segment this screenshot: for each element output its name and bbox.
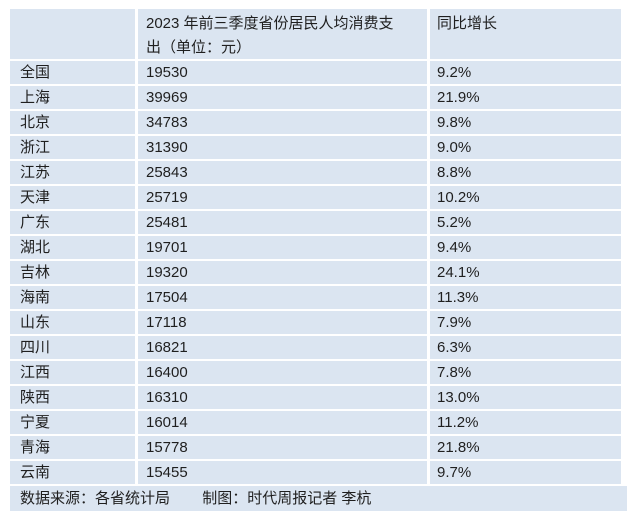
province-cell: 山东 — [10, 311, 138, 336]
growth-cell: 9.8% — [430, 111, 621, 136]
table-row: 海南 17504 11.3% — [10, 286, 627, 311]
credit-note: 制图：时代周报记者 李杭 — [202, 490, 372, 507]
province-cell: 北京 — [10, 111, 138, 136]
value-cell: 16014 — [138, 411, 430, 436]
value-cell: 19701 — [138, 236, 430, 261]
province-cell: 江苏 — [10, 161, 138, 186]
table-row: 广东 25481 5.2% — [10, 211, 627, 236]
province-cell: 上海 — [10, 86, 138, 111]
province-cell: 天津 — [10, 186, 138, 211]
province-cell: 青海 — [10, 436, 138, 461]
growth-cell: 8.8% — [430, 161, 621, 186]
value-cell: 16310 — [138, 386, 430, 411]
value-cell: 39969 — [138, 86, 430, 111]
value-cell: 25843 — [138, 161, 430, 186]
table-row: 上海 39969 21.9% — [10, 86, 627, 111]
data-table: 2023 年前三季度省份居民人均消费支出（单位：元） 同比增长 全国 19530 9… — [10, 9, 627, 511]
growth-cell: 5.2% — [430, 211, 621, 236]
growth-cell: 13.0% — [430, 386, 621, 411]
growth-cell: 9.2% — [430, 61, 621, 86]
value-cell: 19530 — [138, 61, 430, 86]
table-footer-row: 数据来源：各省统计局 制图：时代周报记者 李杭 — [10, 486, 627, 511]
table-row: 云南 15455 9.7% — [10, 461, 627, 486]
growth-cell: 7.9% — [430, 311, 621, 336]
province-cell: 吉林 — [10, 261, 138, 286]
value-cell: 34783 — [138, 111, 430, 136]
growth-cell: 10.2% — [430, 186, 621, 211]
value-cell: 19320 — [138, 261, 430, 286]
growth-cell: 24.1% — [430, 261, 621, 286]
province-cell: 湖北 — [10, 236, 138, 261]
table-row: 天津 25719 10.2% — [10, 186, 627, 211]
table-row: 浙江 31390 9.0% — [10, 136, 627, 161]
value-cell: 16400 — [138, 361, 430, 386]
header-cell-empty — [10, 9, 138, 61]
province-cell: 云南 — [10, 461, 138, 486]
growth-cell: 9.4% — [430, 236, 621, 261]
growth-cell: 6.3% — [430, 336, 621, 361]
table-row: 四川 16821 6.3% — [10, 336, 627, 361]
growth-cell: 21.9% — [430, 86, 621, 111]
table-row: 吉林 19320 24.1% — [10, 261, 627, 286]
table-row: 全国 19530 9.2% — [10, 61, 627, 86]
province-cell: 宁夏 — [10, 411, 138, 436]
growth-cell: 9.7% — [430, 461, 621, 486]
growth-cell: 11.3% — [430, 286, 621, 311]
table-row: 陕西 16310 13.0% — [10, 386, 627, 411]
province-cell: 陕西 — [10, 386, 138, 411]
growth-cell: 21.8% — [430, 436, 621, 461]
value-cell: 17118 — [138, 311, 430, 336]
table-row: 山东 17118 7.9% — [10, 311, 627, 336]
value-cell: 17504 — [138, 286, 430, 311]
table-row: 青海 15778 21.8% — [10, 436, 627, 461]
value-cell: 25719 — [138, 186, 430, 211]
source-note: 数据来源：各省统计局 — [20, 490, 171, 507]
province-cell: 江西 — [10, 361, 138, 386]
header-cell-expenditure: 2023 年前三季度省份居民人均消费支出（单位：元） — [138, 9, 430, 61]
value-cell: 25481 — [138, 211, 430, 236]
value-cell: 15778 — [138, 436, 430, 461]
province-cell: 浙江 — [10, 136, 138, 161]
growth-cell: 7.8% — [430, 361, 621, 386]
table-row: 江西 16400 7.8% — [10, 361, 627, 386]
province-cell: 四川 — [10, 336, 138, 361]
province-cell: 全国 — [10, 61, 138, 86]
province-cell: 广东 — [10, 211, 138, 236]
growth-cell: 9.0% — [430, 136, 621, 161]
province-cell: 海南 — [10, 286, 138, 311]
table-body: 全国 19530 9.2% 上海 39969 21.9% 北京 34783 9.8% 浙江 3139… — [10, 61, 627, 486]
table-row: 北京 34783 9.8% — [10, 111, 627, 136]
table-row: 江苏 25843 8.8% — [10, 161, 627, 186]
value-cell: 15455 — [138, 461, 430, 486]
table-row: 宁夏 16014 11.2% — [10, 411, 627, 436]
table-row: 湖北 19701 9.4% — [10, 236, 627, 261]
value-cell: 16821 — [138, 336, 430, 361]
table-header-row: 2023 年前三季度省份居民人均消费支出（单位：元） 同比增长 — [10, 9, 627, 61]
growth-cell: 11.2% — [430, 411, 621, 436]
header-cell-growth: 同比增长 — [430, 9, 621, 61]
value-cell: 31390 — [138, 136, 430, 161]
